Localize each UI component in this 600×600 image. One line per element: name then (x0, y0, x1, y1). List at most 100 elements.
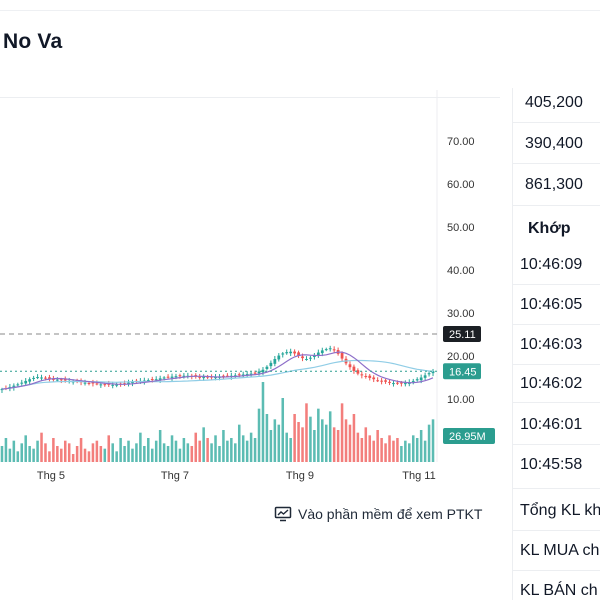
volume-bar (336, 430, 340, 462)
candle-body (348, 364, 352, 368)
volume-bar (431, 419, 435, 462)
volume-bar (277, 424, 281, 462)
volume-bar (293, 414, 296, 462)
candle-body (222, 375, 225, 377)
candle-body (48, 377, 51, 379)
row-divider (512, 163, 600, 164)
candle-body (356, 370, 360, 374)
volume-bars (0, 382, 435, 462)
candle-body (59, 379, 63, 381)
candle-body (249, 373, 253, 375)
candle-body (146, 380, 150, 382)
ref-price-badge: 25.11 (443, 326, 481, 343)
candle-body (36, 377, 39, 379)
candle-body (261, 369, 265, 373)
volume-bar (368, 435, 372, 462)
candle-body (91, 382, 95, 384)
candle-body (214, 377, 217, 379)
volume-bar (285, 432, 288, 462)
match-title: Khớp (528, 220, 571, 237)
volume-bar (214, 435, 217, 462)
volume-bar (234, 443, 237, 462)
volume-bar (158, 430, 162, 462)
candle-body (423, 375, 427, 378)
stock-name: No Va (3, 30, 63, 53)
volume-bar (115, 451, 118, 462)
trade-panel: 405,200 390,400 861,300 Khớp 10:46:09 10… (512, 88, 600, 600)
open-ptkt-link[interactable]: Vào phần mềm để xem PTKT (274, 506, 482, 522)
volume-bar (364, 427, 368, 462)
volume-bar (261, 382, 265, 462)
panel-divider (512, 88, 513, 600)
volume-bar (289, 438, 292, 462)
candle-body (226, 375, 229, 377)
y-tick-label: 20.00 (447, 351, 475, 363)
candle-body (360, 374, 364, 376)
volume-bar (237, 424, 241, 462)
volume-bar (328, 411, 332, 462)
candle-body (368, 375, 372, 378)
price-chart[interactable]: 10.00 20.00 30.00 40.00 50.00 60.00 70.00 Thg … (0, 90, 500, 490)
y-tick-label: 40.00 (447, 265, 475, 277)
volume-bar (400, 446, 403, 462)
volume-bar (301, 427, 304, 462)
match-time: 10:46:01 (520, 416, 583, 433)
volume-bar (83, 448, 87, 462)
volume-bar (253, 438, 257, 462)
candle-body (99, 384, 103, 386)
volume-bar (423, 440, 427, 462)
candle-body (24, 380, 28, 384)
candle-body (372, 377, 376, 380)
candle-body (392, 383, 395, 385)
candle-body (285, 352, 289, 354)
volume-bar (123, 446, 126, 462)
volume-bar (419, 430, 423, 462)
volume-bar (139, 432, 142, 462)
candle-body (20, 382, 24, 384)
candle-body (198, 376, 202, 378)
candle-body (403, 383, 407, 385)
volume-bar (218, 446, 221, 462)
volume-bar (245, 440, 249, 462)
candle-body (293, 351, 296, 354)
volume-bar (305, 403, 308, 462)
volume-bar (143, 446, 146, 462)
candle-body (158, 378, 162, 381)
volume-bar (182, 438, 186, 462)
y-tick-label: 50.00 (447, 222, 475, 234)
volume-bar (206, 438, 209, 462)
y-tick-label: 30.00 (447, 308, 475, 320)
candle-body (265, 366, 269, 369)
volume-bar (427, 424, 431, 462)
volume-bar (28, 446, 31, 462)
volume-bar (36, 440, 39, 462)
volume-bar (48, 451, 51, 462)
last-price-badge: 16.45 (443, 363, 481, 380)
candle-body (380, 380, 383, 382)
candle-body (431, 371, 435, 374)
row-divider (512, 284, 600, 285)
volume-bar (392, 440, 395, 462)
buy-volume-label: KL MUA ch (520, 542, 600, 559)
volume-bar (265, 414, 269, 462)
volume-bar (309, 416, 312, 462)
candle-body (87, 382, 91, 384)
svg-text:25.11: 25.11 (449, 329, 476, 341)
candle-body (12, 385, 16, 388)
candle-body (376, 380, 380, 382)
candle-body (52, 378, 55, 380)
candle-body (273, 359, 277, 364)
volume-bar (415, 438, 419, 462)
match-time: 10:46:02 (520, 375, 583, 392)
x-tick-label: Thg 5 (37, 470, 65, 482)
row-divider (512, 444, 600, 445)
volume-bar (32, 448, 35, 462)
volume-bar (360, 438, 364, 462)
candle-body (63, 379, 67, 381)
volume-bar (20, 443, 24, 462)
candle-body (289, 351, 293, 354)
volume-bar (404, 440, 407, 462)
candle-body (150, 379, 154, 381)
volume-bar (273, 419, 277, 462)
candle-body (384, 380, 387, 382)
